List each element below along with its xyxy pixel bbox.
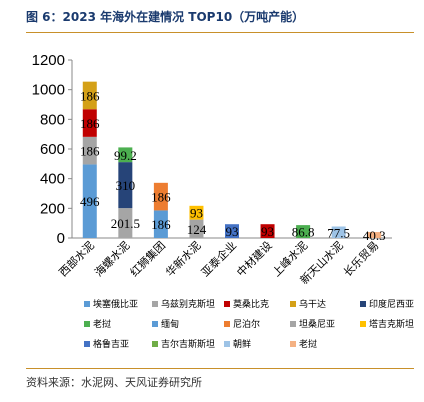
bar-segment — [189, 205, 204, 220]
bar-segment — [260, 224, 275, 238]
y-tick-label: 400 — [40, 171, 65, 188]
source-note: 资料来源：水泥网、天风证券研究所 — [26, 376, 202, 389]
bar-segment — [153, 210, 168, 238]
legend-label: 吉尔吉斯斯坦 — [161, 338, 215, 350]
legend-label: 格鲁吉亚 — [93, 338, 129, 350]
category-label: 红狮集团 — [127, 238, 168, 279]
legend-swatch — [152, 301, 158, 307]
legend-label: 坦桑尼亚 — [299, 319, 335, 330]
bar-segment — [82, 109, 97, 137]
bar-segment — [296, 225, 311, 238]
data-label: 99.2 — [114, 148, 137, 163]
legend-swatch — [290, 301, 296, 307]
legend-label: 缅甸 — [161, 318, 179, 330]
y-tick-label: 800 — [40, 111, 65, 128]
bar-segment — [82, 81, 97, 110]
data-label: 186 — [151, 190, 171, 205]
data-label: 496 — [80, 194, 100, 209]
bar-segment — [82, 164, 97, 238]
bar-segment — [367, 232, 382, 238]
data-label: 186 — [80, 88, 100, 103]
y-tick-label: 200 — [40, 200, 65, 217]
legend-swatch — [84, 321, 90, 327]
legend-label: 老挝 — [93, 318, 111, 330]
data-label: 201.5 — [111, 216, 140, 231]
y-tick-label: 1000 — [32, 82, 65, 99]
legend-swatch — [152, 321, 158, 327]
data-label: 93 — [226, 224, 239, 239]
legend-label: 塔吉克斯坦 — [369, 318, 414, 330]
data-label: 124 — [187, 222, 207, 237]
legend-swatch — [84, 341, 90, 347]
data-label: 186 — [80, 144, 100, 159]
legend-swatch — [224, 321, 230, 327]
category-label: 海螺水泥 — [91, 238, 132, 279]
bar-segment — [153, 182, 168, 211]
legend-swatch — [84, 301, 90, 307]
legend-label: 尼泊尔 — [233, 318, 260, 330]
bar-segment — [331, 226, 346, 238]
stacked-bar-chart: 020040060080010001200496186186186西部水泥201… — [32, 52, 414, 350]
legend-swatch — [360, 321, 366, 327]
legend-swatch — [290, 321, 296, 327]
legend-label: 朝鲜 — [233, 338, 251, 350]
y-tick-label: 600 — [40, 141, 65, 158]
data-label: 186 — [80, 116, 100, 131]
data-label: 86.8 — [292, 225, 315, 240]
legend-swatch — [290, 341, 296, 347]
legend-label: 印度尼西亚 — [369, 298, 414, 310]
data-label: 310 — [116, 178, 136, 193]
legend-swatch — [152, 341, 158, 347]
y-tick-label: 0 — [57, 230, 65, 247]
category-label: 华新水泥 — [163, 238, 204, 279]
category-label: 中材建设 — [234, 238, 275, 279]
bar-segment — [225, 224, 239, 238]
legend-label: 乌干达 — [299, 298, 326, 310]
legend-label: 老挝 — [299, 338, 317, 350]
data-label: 186 — [151, 217, 171, 232]
legend-swatch — [224, 341, 230, 347]
legend-swatch — [360, 301, 366, 307]
title-rule — [26, 32, 414, 33]
category-label: 亚泰企业 — [198, 238, 239, 279]
data-label: 93 — [190, 206, 203, 221]
bar-segment — [118, 147, 133, 163]
source-rule — [26, 368, 414, 369]
legend-swatch — [224, 301, 230, 307]
data-label: 93 — [261, 224, 274, 239]
data-label: 77.5 — [327, 225, 350, 240]
bar-segment — [189, 219, 204, 238]
legend-label: 乌兹别克斯坦 — [161, 298, 215, 310]
bar-segment — [118, 162, 133, 209]
legend-label: 莫桑比克 — [233, 298, 269, 310]
chart-title: 图 6：2023 年海外在建情况 TOP10（万吨产能） — [26, 10, 305, 24]
legend-label: 埃塞俄比亚 — [93, 298, 138, 310]
y-tick-label: 1200 — [32, 52, 65, 69]
data-label: 40.3 — [363, 228, 386, 243]
bar-segment — [118, 208, 133, 238]
category-label: 长乐贸易 — [341, 239, 381, 279]
bar-segment — [82, 136, 97, 165]
